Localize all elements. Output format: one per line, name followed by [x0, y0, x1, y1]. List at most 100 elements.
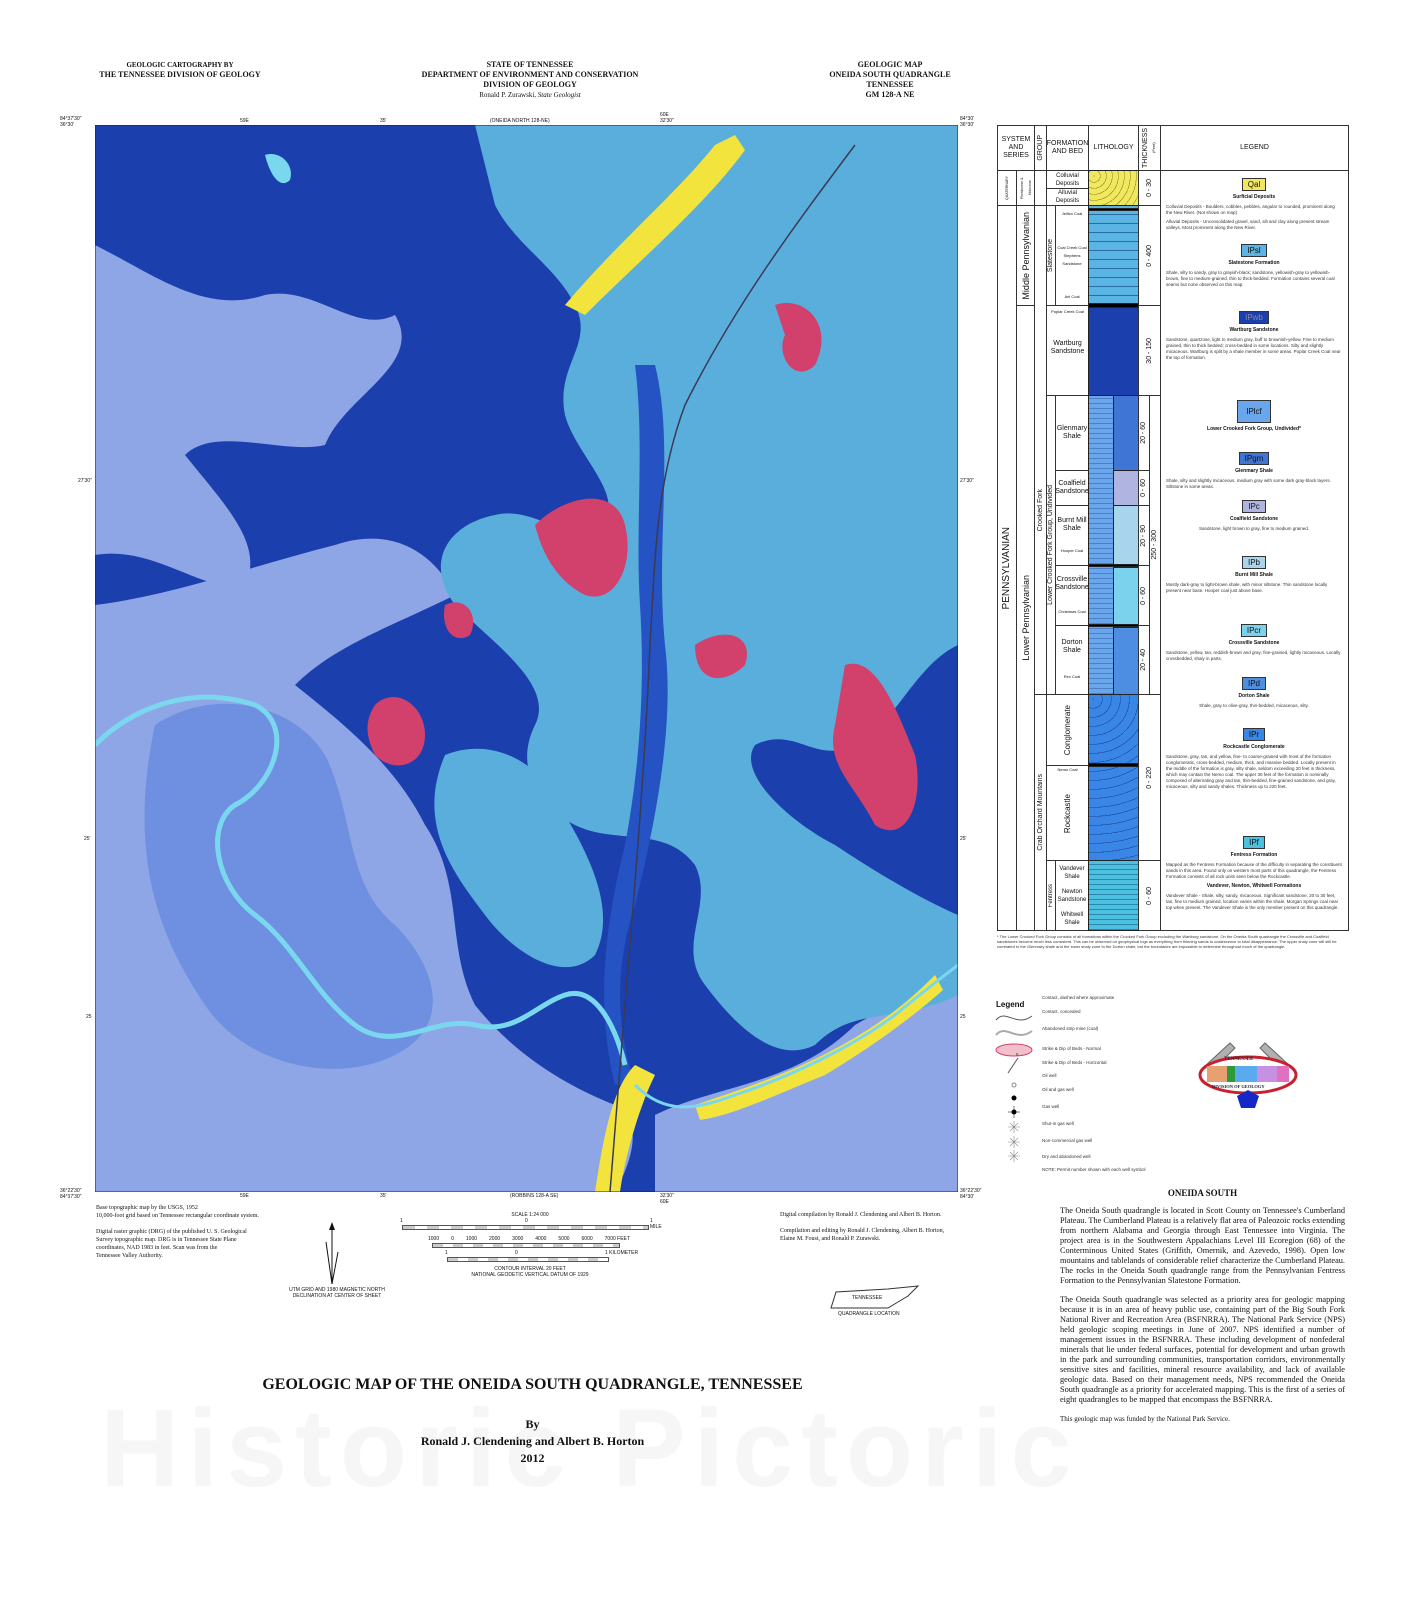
- system-pennsylvanian: PENNSYLVANIAN: [1001, 526, 1012, 610]
- thickness-value: 20 - 90: [1140, 524, 1147, 547]
- authors: Ronald J. Clendening and Albert B. Horto…: [420, 1434, 645, 1448]
- fentress-area-west: [95, 245, 402, 587]
- symbol-label: Strike & Dip of Beds - Normal: [1042, 1046, 1101, 1051]
- thickness-value: 0 - 60: [1140, 586, 1147, 605]
- legend-burnt-mill: IPb Burnt Mill Shale Mostly dark-gray to…: [1162, 552, 1346, 597]
- drg-credit: Digital raster graphic (DRG) of the publ…: [96, 1228, 296, 1260]
- description-panel: ONEIDA SOUTH The Oneida South quadrangle…: [1060, 1188, 1345, 1424]
- thickness-unit: (Feet): [1150, 142, 1156, 154]
- legend-crossville: IPcr Crossville Sandstone Sandstone, yel…: [1162, 620, 1346, 665]
- corner-nw: 84°37'30" 36°30': [60, 116, 82, 128]
- bed-poplar-creek-coal: Poplar Creek Coal: [1051, 309, 1084, 314]
- legend-dorton: IPd Dorton Shale Shale, gray to olive-gr…: [1162, 673, 1346, 712]
- formation-glenmary: Glenmary Shale: [1055, 395, 1089, 471]
- scale-bar: SCALE 1:24 000 1 0 1 MILE 1000 0 1000 2000 3…: [400, 1212, 662, 1278]
- scale-label: 4000: [535, 1236, 547, 1242]
- side-label: 25': [960, 836, 967, 842]
- formation-vandever: Vandever Shale: [1059, 865, 1085, 880]
- series-middle-pennsylvanian: Middle Pennsylvanian: [1020, 211, 1031, 300]
- group-lower-crooked-fork: Lower Crooked Fork Group, Undivided: [1047, 485, 1054, 605]
- header-line: THE TENNESSEE DIVISION OF GEOLOGY: [99, 70, 261, 79]
- thickness-value: 0 - 60: [1145, 886, 1153, 905]
- formation-conglomerate: Conglomerate: [1062, 704, 1072, 756]
- top-label: 35': [380, 118, 387, 124]
- scale-label: 0: [515, 1250, 518, 1256]
- formation-slatestone: Slatestone: [1047, 238, 1054, 273]
- symbol-label: Contact, concealed: [1042, 1009, 1081, 1014]
- thickness-value: 0 - 60: [1140, 479, 1147, 497]
- declination-line: DECLINATION AT CENTER OF SHEET: [292, 1293, 382, 1299]
- lithology-crossville: [1113, 567, 1139, 626]
- symbol-label: Oil and gas well: [1042, 1087, 1074, 1092]
- thickness-value: 0 - 30: [1145, 179, 1153, 197]
- lithology-burnt-mill: [1113, 505, 1139, 566]
- cartography-credit: GEOLOGIC CARTOGRAPHY BY THE TENNESSEE DI…: [80, 60, 280, 80]
- lithology-lower-crooked-fork: [1088, 395, 1114, 695]
- credit-line: Tennessee Valley Authority.: [96, 1253, 163, 1259]
- side-label: 25: [86, 1014, 92, 1020]
- seal-text: TENNESSEE: [1224, 1057, 1254, 1062]
- new-river: [633, 963, 958, 1109]
- unit-description: Sandstone, quartzose, light to medium gr…: [1166, 337, 1341, 360]
- top-label: 59E: [240, 118, 249, 124]
- strip-mine: [367, 696, 425, 766]
- publication-year: 2012: [520, 1451, 545, 1465]
- lithology-fentress: [1088, 860, 1139, 931]
- map-id-header: GEOLOGIC MAP ONEIDA SOUTH QUADRANGLE TEN…: [790, 60, 990, 100]
- tennessee-outline-icon: [830, 1285, 920, 1309]
- unit-symbol: IPcr: [1240, 624, 1268, 637]
- coal-seam: [1088, 208, 1139, 211]
- strip-mine: [833, 663, 918, 831]
- bottom-label: 35': [380, 1193, 387, 1199]
- alluvium-south: [595, 1065, 655, 1192]
- series-lower-pennsylvanian: Lower Pennsylvanian: [1020, 575, 1031, 661]
- thickness-value: 30 - 150: [1145, 337, 1153, 364]
- scale-label: 1: [400, 1218, 403, 1224]
- unit-name: Rockcastle Conglomerate: [1223, 744, 1285, 750]
- header-formation: FORMATION AND BED: [1046, 125, 1089, 171]
- unit-name: Glenmary Shale: [1235, 468, 1273, 474]
- bed-rex-coal: Rex Coal: [1063, 674, 1081, 679]
- non-commercial-gas-well-icon: [1008, 1150, 1020, 1162]
- unit-name: Burnt Mill Shale: [1235, 572, 1273, 578]
- editing-credit: Compilation and editing by Ronald J. Cle…: [780, 1227, 980, 1243]
- legend-wartburg: IPwb Wartburg Sandstone Sandstone, quart…: [1162, 307, 1346, 364]
- scale-label: 1: [445, 1250, 448, 1256]
- header-legend: LEGEND: [1160, 125, 1349, 171]
- lithology-slatestone: [1088, 205, 1139, 306]
- credit-line: Digital raster graphic (DRG) of the publ…: [96, 1229, 247, 1235]
- oil-well-icon: [1011, 1095, 1017, 1101]
- lithology-wartburg: [1088, 307, 1139, 396]
- column-footnote: * The Lower Crooked Fork Group consists …: [997, 934, 1337, 949]
- bed-jellico-coal: Jellico Coal: [1061, 211, 1083, 216]
- symbol-label: Contact, dashed where approximate: [1042, 995, 1115, 1000]
- contact-line-icon: [995, 1015, 1033, 1021]
- bed-anl-coal: Anl Coal: [1064, 294, 1080, 299]
- unit-name: Dorton Shale: [1238, 693, 1270, 699]
- gas-well-icon: [1008, 1121, 1020, 1133]
- unit-description: Shale, silty to sandy, gray to grayish-b…: [1166, 270, 1335, 287]
- contact-concealed-icon: [995, 1030, 1033, 1036]
- scale-label: 0: [525, 1218, 528, 1224]
- compilation-credit: Digital compilation by Ronald J. Clenden…: [780, 1212, 942, 1218]
- geologist-title: State Geologist: [537, 91, 581, 99]
- formation-colluvial: Colluvial Deposits: [1046, 170, 1089, 189]
- lithology-dorton: [1113, 627, 1139, 695]
- unit-name: Coalfield Sandstone: [1229, 516, 1279, 522]
- geologic-map[interactable]: [95, 125, 958, 1192]
- header-thickness: THICKNESS (Feet): [1142, 126, 1158, 170]
- header-line: TENNESSEE: [866, 80, 914, 89]
- header-line: GEOLOGIC CARTOGRAPHY BY: [126, 61, 234, 69]
- header-system: SYSTEM AND SERIES: [997, 125, 1035, 171]
- title-authors: By Ronald J. Clendening and Albert B. Ho…: [160, 1416, 905, 1467]
- slatestone-area-east: [440, 125, 958, 1051]
- contour-interval: CONTOUR INTERVAL 20 FEET: [494, 1266, 566, 1272]
- legend-glenmary: IPgm Glenmary Shale Shale, silty and sli…: [1162, 448, 1346, 493]
- base-map-credit: Base topographic map by the USGS, 1952 1…: [96, 1204, 296, 1220]
- feet-labels: 1000 0 1000 2000 3000 4000 5000 6000 7000 FEET: [400, 1236, 660, 1242]
- system-quaternary: QUATERNARY: [1005, 176, 1009, 200]
- lithology-coalfield: [1113, 470, 1139, 506]
- unit-name: Surficial Deposits: [1232, 194, 1276, 200]
- side-label: 25': [84, 836, 91, 842]
- by-label: By: [525, 1417, 540, 1431]
